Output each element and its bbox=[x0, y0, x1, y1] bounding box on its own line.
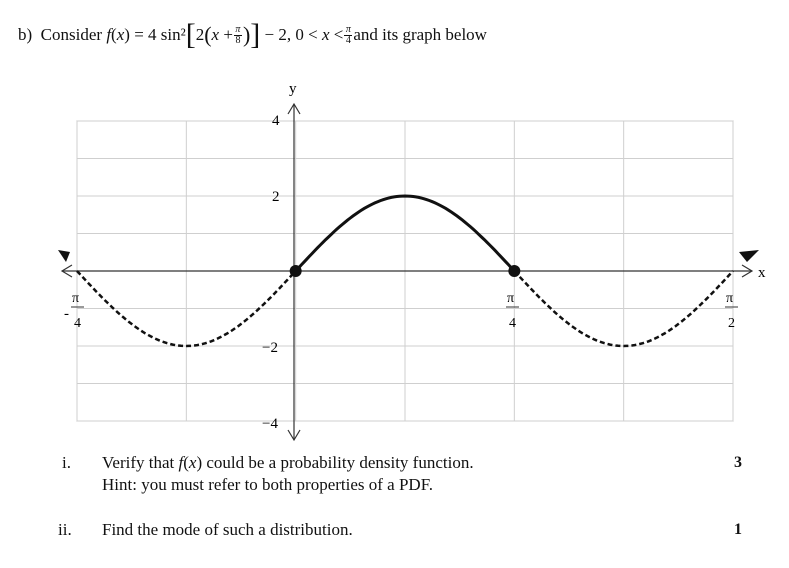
y-axis-up-arrow bbox=[287, 102, 301, 115]
y-tick-2: 2 bbox=[272, 189, 280, 205]
svg-text:-: - bbox=[64, 306, 69, 322]
svg-text:2: 2 bbox=[728, 316, 735, 331]
question-tail: and its graph below bbox=[353, 25, 487, 44]
part-i-line1: Verify that f(x) could be a probability … bbox=[102, 453, 474, 472]
x-tick-neg-pi-over-4: - π 4 bbox=[64, 291, 84, 331]
curve-left-arrowhead bbox=[58, 250, 70, 262]
x-axis-label: x bbox=[758, 265, 766, 281]
y-axis-label: y bbox=[289, 81, 297, 97]
trig-func: sin² bbox=[160, 25, 186, 44]
plus-sign: + bbox=[223, 25, 233, 44]
question-intro: Consider bbox=[40, 25, 103, 44]
lower-bound: 0 < bbox=[295, 25, 318, 44]
x-tick-pi-over-4: π 4 bbox=[506, 291, 519, 331]
endpoint-right bbox=[508, 265, 521, 277]
svg-text:π: π bbox=[72, 291, 79, 306]
y-axis-down-arrow bbox=[287, 429, 301, 442]
svg-text:4: 4 bbox=[74, 316, 81, 331]
inner-var: x bbox=[211, 25, 220, 44]
func-name: f bbox=[106, 25, 112, 44]
inner-coef: 2 bbox=[195, 25, 205, 44]
equals-sign: = bbox=[134, 25, 144, 44]
curve-solid bbox=[294, 194, 516, 273]
svg-text:π: π bbox=[726, 291, 733, 306]
part-i-hint: Hint: you must refer to both properties … bbox=[102, 475, 434, 494]
y-tick-4: 4 bbox=[272, 113, 280, 129]
endpoint-left bbox=[289, 265, 302, 277]
svg-text:π: π bbox=[507, 291, 514, 306]
part-ii-marks: 1 bbox=[734, 521, 742, 538]
less-than: < bbox=[333, 25, 344, 44]
coefficient: 4 bbox=[148, 25, 157, 44]
x-axis-left-arrow bbox=[60, 264, 73, 278]
minus-two: − 2, bbox=[264, 25, 292, 44]
svg-text:4: 4 bbox=[509, 316, 516, 331]
part-i-label: i. bbox=[62, 453, 71, 472]
curve-dashed-left bbox=[76, 270, 297, 348]
bound-var: x bbox=[321, 25, 330, 44]
y-tick-neg2: −2 bbox=[262, 340, 278, 356]
func-var: x bbox=[116, 25, 125, 44]
question-header: b) Consider f(x) = 4 sin² [2(x + π 8)] − … bbox=[18, 18, 487, 51]
question-label: b) bbox=[18, 25, 33, 44]
part-ii-line1: Find the mode of such a distribution. bbox=[102, 520, 353, 539]
x-tick-pi-over-2: π 2 bbox=[725, 291, 738, 331]
curve-dashed-right bbox=[513, 270, 734, 348]
y-tick-neg4: −4 bbox=[262, 416, 278, 432]
part-i-marks: 3 bbox=[734, 454, 742, 471]
part-ii-label: ii. bbox=[58, 520, 72, 539]
x-axis-right-arrow bbox=[741, 264, 754, 278]
curve-right-arrowhead bbox=[739, 250, 759, 262]
